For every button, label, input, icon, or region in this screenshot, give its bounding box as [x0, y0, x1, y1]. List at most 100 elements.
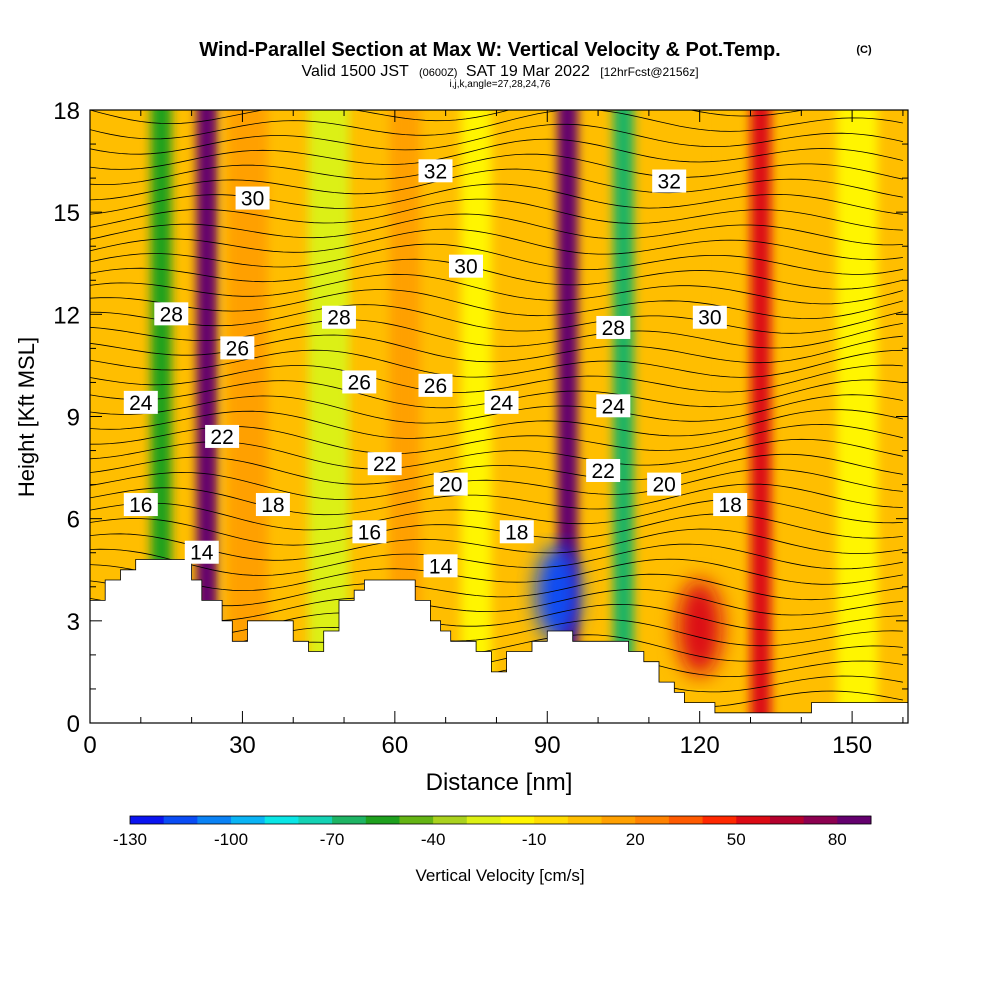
isentrope-label-text: 32 [424, 160, 447, 183]
isentrope-line [90, 498, 903, 531]
x-tick-label: 90 [534, 732, 561, 759]
chart-title: Wind-Parallel Section at Max W: Vertical… [199, 39, 780, 61]
potential-temperature-contours [90, 110, 904, 712]
isentrope-line [90, 289, 904, 320]
velocity-streak [460, 110, 492, 723]
isentrope-line [90, 198, 903, 231]
isentrope-label: 28 [596, 315, 631, 340]
isentrope-line [90, 364, 903, 393]
x-tick-label: 150 [832, 732, 872, 759]
colorbar-swatch [837, 816, 872, 824]
isentrope-label-text: 18 [261, 494, 284, 517]
isentrope-label-text: 24 [490, 392, 514, 415]
colorbar-swatch [433, 816, 468, 824]
velocity-blob [535, 545, 580, 642]
isentrope-label: 22 [586, 458, 621, 483]
isentrope-label-text: 28 [160, 303, 183, 326]
isentrope-label: 30 [235, 186, 270, 211]
colorbar-swatch [500, 816, 535, 824]
colorbar-label: Vertical Velocity [cm/s] [415, 866, 584, 885]
isentrope-label-text: 26 [348, 371, 371, 394]
isentrope-label-text: 14 [190, 542, 214, 565]
isentrope-label: 24 [484, 390, 519, 415]
colorbar-swatch [736, 816, 771, 824]
terrain [89, 559, 909, 724]
isentrope-line [90, 543, 903, 576]
y-tick-label: 0 [67, 711, 80, 738]
colorbar-tick-label: -70 [320, 830, 345, 849]
isentrope-label: 26 [220, 336, 255, 360]
chart-subtitle-indices: i,j,k,angle=27,28,24,76 [450, 79, 551, 90]
title-mark: (C) [856, 44, 872, 56]
subtitle-forecast: [12hrFcst@2156z] [600, 65, 698, 79]
colorbar-tick-label: 50 [727, 830, 746, 849]
isentrope-label-text: 22 [373, 453, 396, 476]
isentrope-line [90, 183, 903, 215]
colorbar-swatch [332, 816, 367, 824]
isentrope-line [90, 304, 903, 334]
isentrope-label: 32 [652, 169, 687, 194]
isentrope-label: 20 [647, 472, 682, 497]
isentrope-label-text: 20 [652, 474, 675, 497]
chart-subtitle: Valid 1500 JST (0600Z) SAT 19 Mar 2022 [… [301, 63, 698, 80]
x-tick-label: 60 [381, 732, 408, 759]
colorbar-swatch [534, 816, 569, 824]
isentrope-label-text: 22 [591, 460, 614, 483]
colorbar-swatch [769, 816, 805, 824]
colorbar-swatch [197, 816, 232, 824]
colorbar-swatch [635, 816, 670, 824]
isentrope-label: 28 [321, 305, 356, 330]
isentrope-label: 28 [154, 302, 189, 326]
isentrope-label-text: 26 [226, 337, 249, 360]
isentrope-label-text: 30 [698, 307, 721, 330]
isentrope-label: 32 [418, 159, 453, 183]
isentrope-label: 30 [448, 254, 483, 279]
isentrope-labels: 32 32 30 30 30 28 28 28 26 26 26 24 24 24 22 22 22 20 20 18… [123, 159, 748, 578]
y-tick-label: 15 [53, 200, 80, 227]
isentrope-label: 18 [499, 520, 534, 544]
x-tick-label: 0 [83, 732, 96, 759]
isentrope-label-text: 24 [602, 395, 626, 418]
isentrope-line [90, 138, 903, 170]
colorbar-swatch [601, 816, 636, 824]
isentrope-line [90, 558, 903, 592]
y-tick-label: 3 [67, 609, 80, 636]
velocity-streak [836, 110, 878, 723]
isentrope-label-text: 32 [658, 171, 681, 194]
isentrope-label: 16 [352, 520, 387, 544]
colorbar-swatch [466, 816, 501, 824]
isentrope-line [90, 483, 903, 516]
colorbar-swatch [668, 816, 704, 824]
isentrope-label-text: 18 [505, 521, 528, 544]
isentrope-line [90, 228, 903, 261]
subtitle-date: SAT 19 Mar 2022 [466, 63, 590, 80]
isentrope-line [90, 110, 903, 140]
isentrope-label-text: 28 [327, 307, 350, 330]
isentrope-label: 26 [418, 373, 453, 398]
isentrope-label-text: 24 [129, 392, 153, 415]
isentrope-label: 16 [123, 493, 158, 517]
y-axis-label: Height [Kft MSL] [14, 337, 39, 497]
colorbar: -130 -100 -70 -40 -10 20 50 80 [113, 815, 872, 849]
isentrope-line [90, 273, 904, 305]
isentrope-label-text: 14 [429, 555, 453, 578]
isentrope-label-text: 16 [129, 494, 152, 517]
isentrope-label: 24 [123, 390, 158, 415]
y-tick-label: 9 [67, 405, 80, 432]
subtitle-utc: (0600Z) [419, 67, 458, 79]
velocity-streak [750, 110, 771, 723]
isentrope-label: 14 [184, 540, 219, 565]
colorbar-tick-label: -100 [214, 830, 248, 849]
colorbar-swatch [264, 816, 299, 824]
colorbar-tick-label: -10 [522, 830, 547, 849]
isentrope-label-text: 22 [210, 426, 233, 449]
y-tick-label: 12 [53, 302, 80, 329]
isentrope-label-text: 26 [424, 375, 447, 398]
colorbar-swatch [702, 816, 737, 824]
isentrope-line [90, 153, 903, 185]
isentrope-label: 22 [205, 424, 240, 449]
velocity-blob [677, 579, 722, 676]
x-axis-label: Distance [nm] [426, 769, 573, 796]
isentrope-line [90, 453, 903, 485]
